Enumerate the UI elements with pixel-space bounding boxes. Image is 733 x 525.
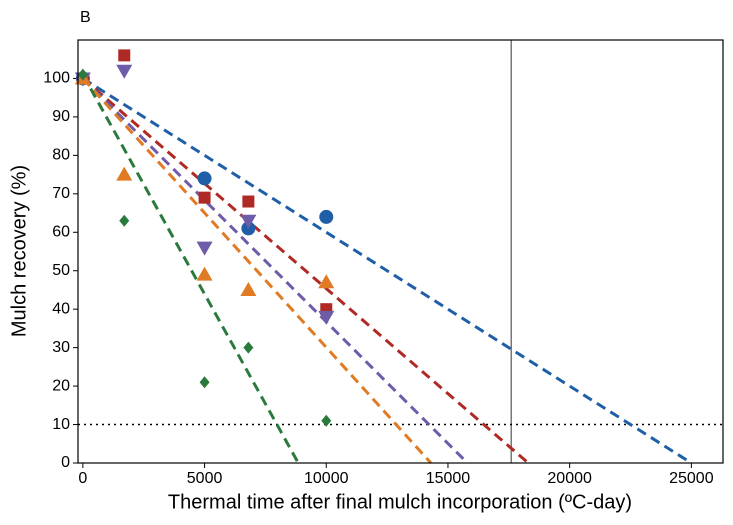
point [243, 341, 254, 354]
y-tick-label: 0 [61, 454, 70, 471]
point [199, 376, 210, 389]
fit-line [81, 77, 433, 465]
x-tick-label: 25000 [669, 470, 714, 487]
y-tick-label: 50 [52, 262, 70, 279]
point [77, 68, 88, 81]
point [198, 191, 211, 204]
point [318, 310, 335, 325]
fit-line [81, 77, 469, 465]
y-tick-label: 100 [43, 70, 70, 87]
y-tick-label: 10 [52, 416, 70, 433]
point [319, 209, 334, 224]
y-tick-label: 40 [52, 300, 70, 317]
y-tick-label: 80 [52, 147, 70, 164]
y-axis-label: Mulch recovery (%) [8, 165, 30, 337]
y-tick-label: 20 [52, 377, 70, 394]
point [196, 266, 213, 281]
fit-line [81, 77, 530, 465]
point [321, 414, 332, 427]
point [242, 195, 255, 208]
point [240, 281, 257, 296]
point [119, 214, 130, 227]
point [318, 274, 335, 289]
x-tick-label: 20000 [547, 470, 592, 487]
fit-line [81, 73, 300, 464]
point [116, 64, 133, 79]
point [118, 49, 131, 62]
point [197, 171, 212, 186]
x-tick-label: 10000 [304, 470, 349, 487]
x-tick-label: 15000 [426, 470, 471, 487]
y-tick-label: 70 [52, 185, 70, 202]
plot-frame [77, 39, 724, 464]
chart-title: B [80, 9, 91, 26]
y-tick-label: 30 [52, 339, 70, 356]
y-tick-label: 60 [52, 223, 70, 240]
x-axis-label: Thermal time after final mulch incorpora… [168, 491, 632, 513]
point [240, 214, 257, 229]
point [116, 166, 133, 181]
y-tick-label: 90 [52, 108, 70, 125]
x-tick-label: 0 [78, 470, 87, 487]
point [196, 241, 213, 256]
fit-line [82, 77, 693, 465]
x-tick-label: 5000 [187, 470, 223, 487]
